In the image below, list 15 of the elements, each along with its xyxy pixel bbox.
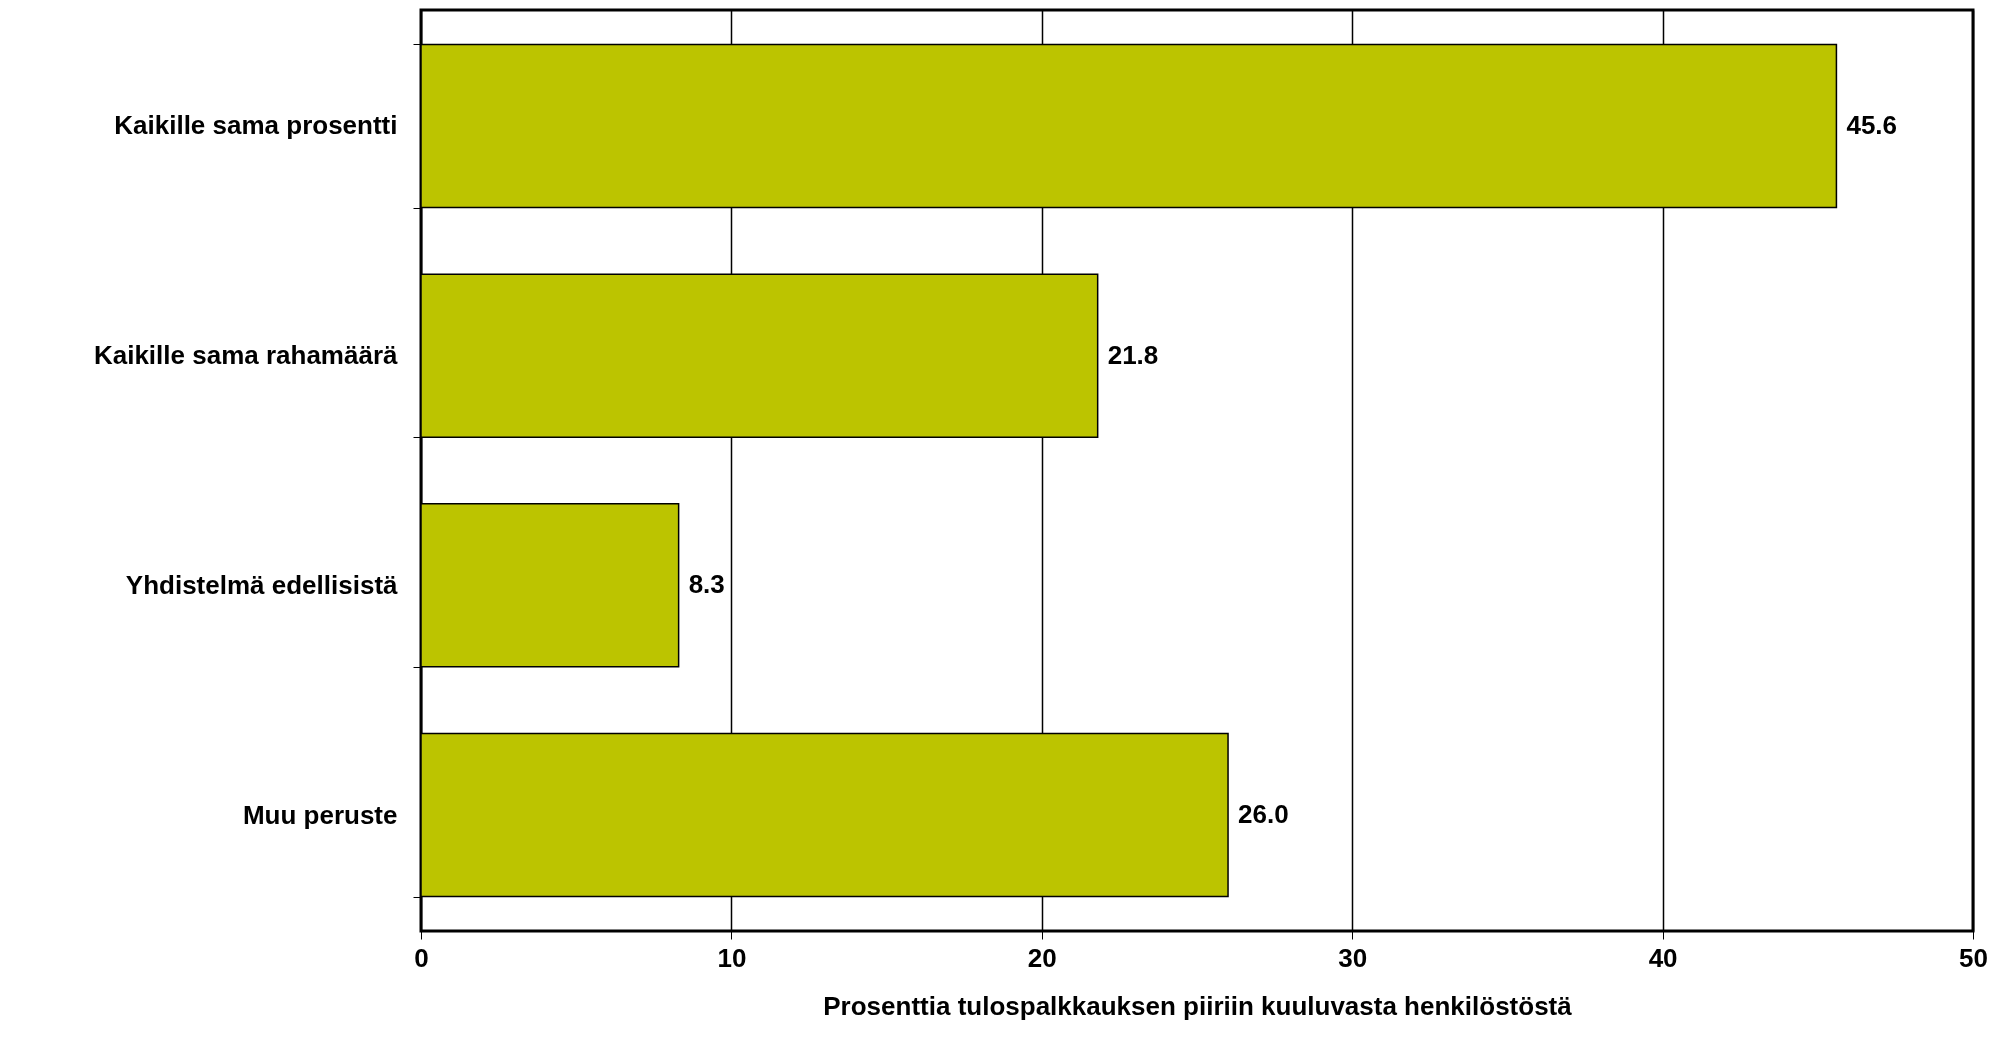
data-label: 26.0 [1238, 799, 1289, 830]
x-tick-label: 0 [414, 942, 429, 973]
x-tick-label: 10 [717, 942, 747, 973]
data-label: 8.3 [688, 569, 725, 600]
data-label: 45.6 [1846, 109, 1898, 140]
y-tick-label: Kaikille sama prosentti [114, 110, 398, 141]
x-tick-label: 50 [1959, 942, 1988, 973]
y-tick-label: Muu peruste [242, 799, 398, 830]
y-tick-label: Kaikille sama rahamäärä [93, 340, 399, 371]
x-tick-label: 20 [1027, 942, 1057, 973]
y-tick-label: Yhdistelmä edellisistä [125, 569, 399, 600]
x-tick-label: 40 [1648, 942, 1678, 973]
x-tick-label: 30 [1338, 942, 1368, 973]
x-axis-title: Prosenttia tulospalkkauksen piiriin kuuluvasta henkilöstöstä [823, 990, 1573, 1021]
data-label: 21.8 [1107, 339, 1159, 370]
